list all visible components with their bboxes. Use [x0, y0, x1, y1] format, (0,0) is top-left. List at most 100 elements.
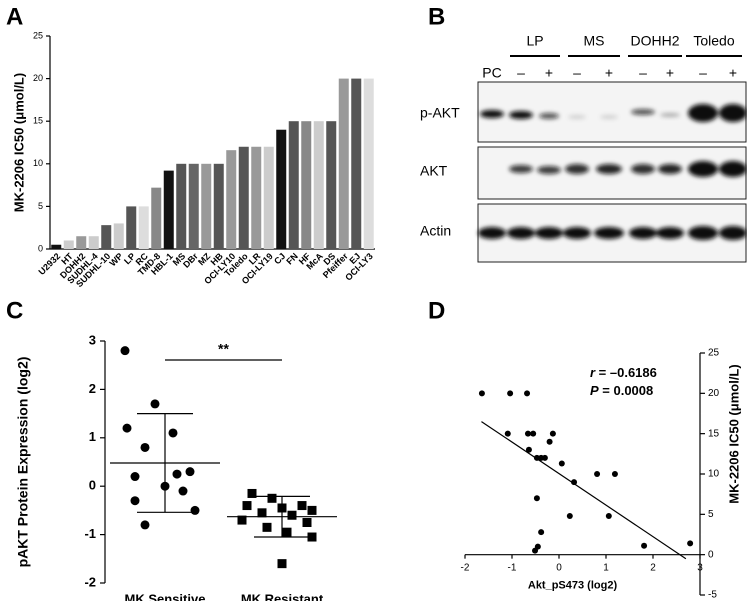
panel-letter: A	[6, 3, 23, 30]
bar	[276, 129, 287, 249]
bar	[301, 121, 312, 249]
data-point	[282, 527, 292, 537]
bar	[163, 170, 174, 249]
bar	[126, 206, 137, 249]
row-label: Actin	[420, 223, 451, 239]
data-point	[267, 493, 277, 503]
data-point	[546, 438, 553, 445]
data-point	[533, 495, 540, 502]
y-axis-label: MK-2206 IC50 (μmol/L)	[726, 364, 741, 503]
lane-label: –	[699, 65, 707, 81]
data-point	[549, 430, 556, 437]
panel-letter: D	[428, 297, 445, 324]
y-tick-label: 25	[33, 30, 43, 40]
row-label: AKT	[420, 163, 448, 179]
data-point	[530, 430, 537, 437]
data-point	[120, 346, 130, 356]
y-axis-label: pAKT Protein Expression (log2)	[15, 357, 31, 568]
regression-line	[481, 421, 687, 560]
y-tick-label: 20	[33, 73, 43, 83]
bar	[51, 244, 62, 249]
x-tick-label: -1	[508, 562, 517, 573]
bar	[151, 187, 162, 249]
data-point	[168, 428, 178, 438]
bands	[478, 104, 747, 240]
data-point	[478, 390, 485, 397]
data-point	[307, 505, 317, 515]
bar	[176, 163, 187, 249]
bar	[338, 78, 349, 249]
data-point	[566, 512, 573, 519]
y-tick-label: 5	[38, 201, 43, 211]
data-point	[558, 460, 565, 467]
data-point	[257, 508, 267, 518]
y-tick-label: 2	[89, 381, 96, 396]
data-point	[140, 520, 150, 530]
data-point	[571, 479, 578, 486]
bar	[263, 146, 274, 249]
data-point	[687, 540, 694, 547]
bar	[138, 206, 149, 249]
data-point	[297, 501, 307, 511]
y-tick-label: 0	[38, 243, 43, 253]
y-tick-label: 15	[708, 428, 720, 439]
bar	[251, 146, 262, 249]
panel-letter: B	[428, 3, 445, 30]
data-point	[242, 501, 252, 511]
y-tick-label: 3	[89, 332, 96, 347]
bar	[238, 146, 249, 249]
x-tick-label: 2	[650, 562, 656, 573]
group-label: LP	[526, 33, 543, 49]
y-tick-label: -2	[84, 574, 96, 589]
stat-symbol: P	[590, 383, 599, 398]
data-point	[185, 467, 195, 477]
panel-letter: C	[6, 297, 23, 324]
y-tick-label: -1	[84, 526, 96, 541]
bar	[226, 150, 237, 249]
data-point	[605, 512, 612, 519]
bar	[188, 163, 199, 249]
x-axis-label: Akt_pS473 (log2)	[528, 580, 618, 592]
x-tick-label: 3	[697, 562, 703, 573]
bar	[113, 223, 124, 249]
bar	[201, 163, 212, 249]
data-point	[538, 529, 545, 536]
data-point	[277, 559, 287, 569]
data-point	[641, 542, 648, 549]
bar	[76, 236, 87, 249]
lane-label: –	[517, 65, 525, 81]
data-point	[150, 399, 160, 409]
data-point	[302, 518, 312, 527]
data-point	[190, 505, 200, 515]
bar	[101, 225, 112, 249]
data-point	[307, 532, 317, 542]
bar	[313, 121, 324, 249]
lane-label: +	[729, 65, 737, 81]
data-point	[130, 496, 140, 506]
lane-label: –	[573, 65, 581, 81]
stat-value: = 0.0008	[599, 383, 654, 398]
bar	[351, 78, 362, 249]
data-point	[594, 471, 601, 477]
group-label: MS	[584, 33, 605, 49]
y-tick-label: 25	[708, 348, 720, 359]
lane-label: +	[605, 65, 613, 81]
x-tick-label: 1	[603, 562, 609, 573]
data-point	[262, 522, 272, 532]
x-tick-label: MK Sensitive	[125, 591, 206, 601]
data-point	[507, 390, 514, 397]
lane-label: –	[639, 65, 647, 81]
data-point	[611, 471, 618, 477]
y-tick-label: 20	[708, 388, 720, 399]
lane-label: +	[666, 65, 674, 81]
y-tick-label: 10	[33, 158, 43, 168]
x-tick-label: -2	[461, 562, 470, 573]
y-tick-label: 10	[708, 469, 720, 480]
data-point	[532, 547, 539, 554]
data-point	[178, 486, 188, 496]
x-tick-label: MK Resistant	[241, 591, 324, 601]
row-label: p-AKT	[420, 105, 460, 121]
bar	[63, 240, 74, 249]
